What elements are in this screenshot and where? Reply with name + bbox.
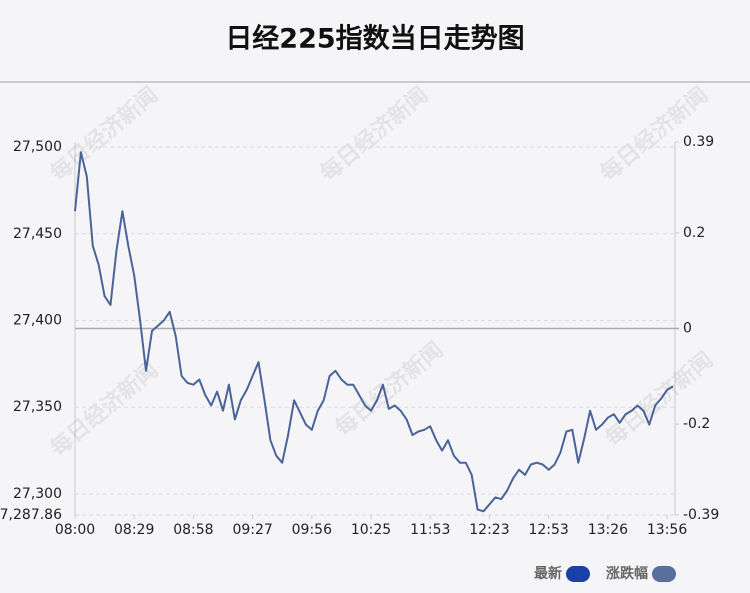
- x-tick-label: 13:26: [588, 522, 628, 538]
- x-tick-label: 09:56: [292, 522, 332, 538]
- y-tick-label: 27,450: [13, 226, 62, 242]
- legend-label: 最新: [534, 565, 562, 582]
- x-tick-label: 08:58: [173, 522, 213, 538]
- x-tick-label: 12:53: [528, 522, 568, 538]
- y-tick-label: 27,300: [13, 486, 62, 502]
- x-tick-label: 10:25: [351, 522, 391, 538]
- y-tick-label: 27,400: [13, 312, 62, 328]
- chart-title: 日经225指数当日走势图: [225, 23, 524, 55]
- x-tick-label: 12:23: [469, 522, 509, 538]
- x-tick-label: 08:00: [55, 522, 95, 538]
- price-line: [74, 151, 674, 513]
- y-tick-label: 27,287.86: [0, 507, 62, 523]
- y2-tick-label: -0.2: [683, 416, 710, 432]
- y2-tick-label: 0.2: [683, 225, 705, 241]
- y2-tick-label: 0: [683, 321, 692, 337]
- x-tick-label: 09:27: [232, 522, 272, 538]
- y2-tick-label: -0.39: [683, 507, 719, 523]
- legend-label: 涨跌幅: [606, 565, 648, 582]
- y-tick-label: 27,350: [13, 399, 62, 415]
- legend-swatch: [566, 566, 590, 582]
- x-tick-label: 08:29: [114, 522, 154, 538]
- legend-swatch: [652, 566, 676, 582]
- y2-tick-label: 0.39: [683, 134, 714, 150]
- x-tick-label: 13:56: [647, 522, 687, 538]
- x-tick-label: 11:53: [410, 522, 450, 538]
- y-tick-label: 27,500: [13, 139, 62, 155]
